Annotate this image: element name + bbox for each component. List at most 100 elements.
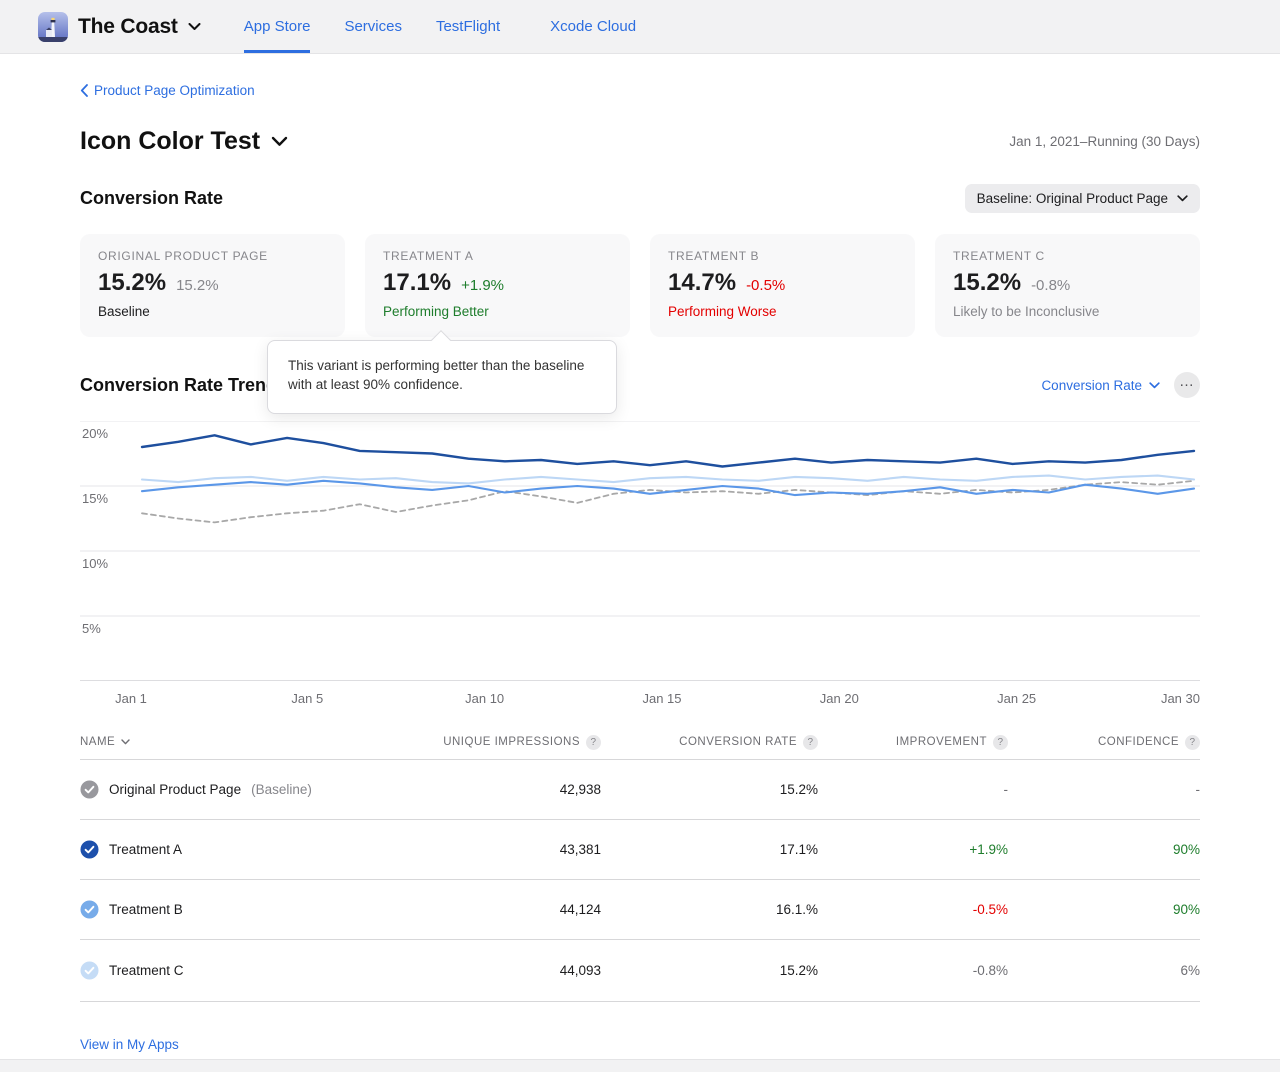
title-row: Icon Color Test Jan 1, 2021–Running (30 … bbox=[80, 127, 1200, 156]
tab-xcode-cloud[interactable]: Xcode Cloud bbox=[533, 0, 653, 53]
table-row[interactable]: Treatment A43,38117.1%+1.9%90% bbox=[80, 820, 1200, 880]
card-conversion-value: 14.7% bbox=[668, 269, 736, 297]
y-axis-tick: 20% bbox=[82, 426, 108, 441]
card-value-row: 14.7%-0.5% bbox=[668, 269, 897, 297]
chart-title: Conversion Rate Trend bbox=[80, 375, 277, 396]
chart-metric-selector[interactable]: Conversion Rate bbox=[1041, 378, 1160, 393]
help-icon[interactable]: ? bbox=[1185, 735, 1200, 750]
card-value-row: 17.1% +1.9% bbox=[383, 269, 612, 297]
card-status: Performing Worse bbox=[668, 304, 897, 319]
confidence-value: 90% bbox=[1008, 902, 1200, 917]
card-variant-label: ORIGINAL PRODUCT PAGE bbox=[98, 249, 327, 263]
table-row[interactable]: Treatment B44,12416.1.%-0.5%90% bbox=[80, 880, 1200, 940]
table-body: Original Product Page(Baseline)42,93815.… bbox=[80, 760, 1200, 1002]
confidence-value: - bbox=[1008, 782, 1200, 797]
test-title-dropdown[interactable]: Icon Color Test bbox=[80, 127, 288, 156]
nav-tabs: App Store Services TestFlight Xcode Clou… bbox=[227, 0, 653, 53]
series-line-treatment-a bbox=[142, 435, 1194, 466]
series-line-treatment-c bbox=[142, 476, 1194, 484]
unique-impressions-value: 44,093 bbox=[421, 963, 601, 978]
help-icon[interactable]: ? bbox=[993, 735, 1008, 750]
card-variant-label: TREATMENT B bbox=[668, 249, 897, 263]
conversion-rate-value: 15.2% bbox=[601, 963, 818, 978]
trend-chart: 20%15%10%5% bbox=[80, 421, 1200, 681]
confidence-value: 90% bbox=[1008, 842, 1200, 857]
card-conversion-value: 17.1% bbox=[383, 269, 451, 297]
chevron-left-icon bbox=[80, 84, 88, 97]
top-nav: The Coast App Store Services TestFlight … bbox=[0, 0, 1280, 54]
trend-chart-svg: 20%15%10%5% bbox=[80, 421, 1200, 681]
metric-card: TREATMENT B 14.7%-0.5% Performing Worse bbox=[650, 234, 915, 337]
chevron-down-icon bbox=[1177, 195, 1188, 202]
chart-metric-selector-label: Conversion Rate bbox=[1041, 378, 1142, 393]
column-header-label: CONVERSION RATE bbox=[679, 736, 797, 748]
x-axis-tick: Jan 30 bbox=[1161, 691, 1200, 706]
card-delta: +1.9% bbox=[461, 277, 504, 294]
card-status: Likely to be Inconclusive bbox=[953, 304, 1182, 319]
improvement-value: +1.9% bbox=[818, 842, 1008, 857]
x-axis-tick: Jan 5 bbox=[291, 691, 323, 706]
card-conversion-value: 15.2% bbox=[98, 269, 166, 297]
variant-name: Original Product Page bbox=[109, 782, 241, 797]
variant-name-cell: Treatment A bbox=[80, 840, 421, 859]
series-line-treatment-b bbox=[142, 481, 1194, 495]
x-axis-tick: Jan 10 bbox=[465, 691, 504, 706]
table-row[interactable]: Treatment C44,09315.2%-0.8%6% bbox=[80, 940, 1200, 1002]
chevron-down-icon bbox=[271, 136, 288, 147]
card-value-row: 15.2%-0.8% bbox=[953, 269, 1182, 297]
card-status: Baseline bbox=[98, 304, 327, 319]
app-logo-icon bbox=[38, 12, 68, 42]
variants-table: NAME UNIQUE IMPRESSIONS? CONVERSION RATE? I… bbox=[80, 725, 1200, 1002]
more-options-button[interactable]: … bbox=[1174, 372, 1200, 398]
chart-header: Conversion Rate Trend Conversion Rate … bbox=[80, 372, 1200, 398]
variant-name-cell: Treatment B bbox=[80, 900, 421, 919]
column-header-name[interactable]: NAME bbox=[80, 736, 421, 748]
card-status: Performing Better bbox=[383, 304, 612, 319]
variant-name: Treatment A bbox=[109, 842, 182, 857]
conversion-rate-value: 15.2% bbox=[601, 782, 818, 797]
card-delta: -0.8% bbox=[1031, 277, 1070, 294]
confidence-tooltip: This variant is performing better than t… bbox=[267, 340, 617, 414]
breadcrumb[interactable]: Product Page Optimization bbox=[80, 83, 255, 98]
view-in-my-apps-link[interactable]: View in My Apps bbox=[80, 1037, 179, 1052]
page: The Coast App Store Services TestFlight … bbox=[0, 0, 1280, 1072]
tab-app-store[interactable]: App Store bbox=[227, 0, 328, 53]
metric-card: ORIGINAL PRODUCT PAGE 15.2% 15.2% Baseline bbox=[80, 234, 345, 337]
column-header-label: UNIQUE IMPRESSIONS bbox=[443, 736, 580, 748]
chart-controls: Conversion Rate … bbox=[1041, 372, 1200, 398]
variant-check-icon bbox=[80, 900, 99, 919]
variant-check-icon bbox=[80, 840, 99, 859]
chart-x-axis: Jan 1Jan 5Jan 10Jan 15Jan 20Jan 25Jan 30 bbox=[80, 691, 1200, 709]
help-icon[interactable]: ? bbox=[586, 735, 601, 750]
breadcrumb-label: Product Page Optimization bbox=[94, 83, 255, 98]
tab-services[interactable]: Services bbox=[327, 0, 419, 53]
tab-testflight[interactable]: TestFlight bbox=[419, 0, 517, 53]
table-row[interactable]: Original Product Page(Baseline)42,93815.… bbox=[80, 760, 1200, 820]
baseline-selector-label: Baseline: Original Product Page bbox=[977, 191, 1168, 206]
footer-strip bbox=[0, 1059, 1280, 1072]
column-header-label: CONFIDENCE bbox=[1098, 736, 1179, 748]
test-date-range: Jan 1, 2021–Running (30 Days) bbox=[1009, 134, 1200, 149]
card-value-row: 15.2% 15.2% bbox=[98, 269, 327, 297]
help-icon[interactable]: ? bbox=[803, 735, 818, 750]
variant-check-icon bbox=[80, 961, 99, 980]
app-switcher[interactable]: The Coast bbox=[38, 0, 201, 53]
baseline-selector[interactable]: Baseline: Original Product Page bbox=[965, 184, 1200, 213]
page-title: Icon Color Test bbox=[80, 127, 260, 156]
metric-card: TREATMENT A17.1%+1.9%Performing Better bbox=[365, 234, 630, 337]
improvement-value: - bbox=[818, 782, 1008, 797]
improvement-value: -0.8% bbox=[818, 963, 1008, 978]
x-axis-tick: Jan 25 bbox=[997, 691, 1036, 706]
column-header-unique-impressions: UNIQUE IMPRESSIONS? bbox=[421, 735, 601, 750]
card-delta: 15.2% bbox=[176, 277, 219, 294]
sort-chevron-icon bbox=[121, 739, 130, 745]
unique-impressions-value: 44,124 bbox=[421, 902, 601, 917]
y-axis-tick: 5% bbox=[82, 621, 101, 636]
variant-name-suffix: (Baseline) bbox=[251, 782, 312, 797]
column-header-label: IMPROVEMENT bbox=[896, 736, 987, 748]
variant-name: Treatment B bbox=[109, 902, 183, 917]
series-line-original-product-page-baseline- bbox=[142, 481, 1194, 523]
conversion-rate-value: 17.1% bbox=[601, 842, 818, 857]
column-header-label: NAME bbox=[80, 736, 115, 748]
variant-name-cell: Original Product Page (Baseline) bbox=[80, 780, 421, 799]
